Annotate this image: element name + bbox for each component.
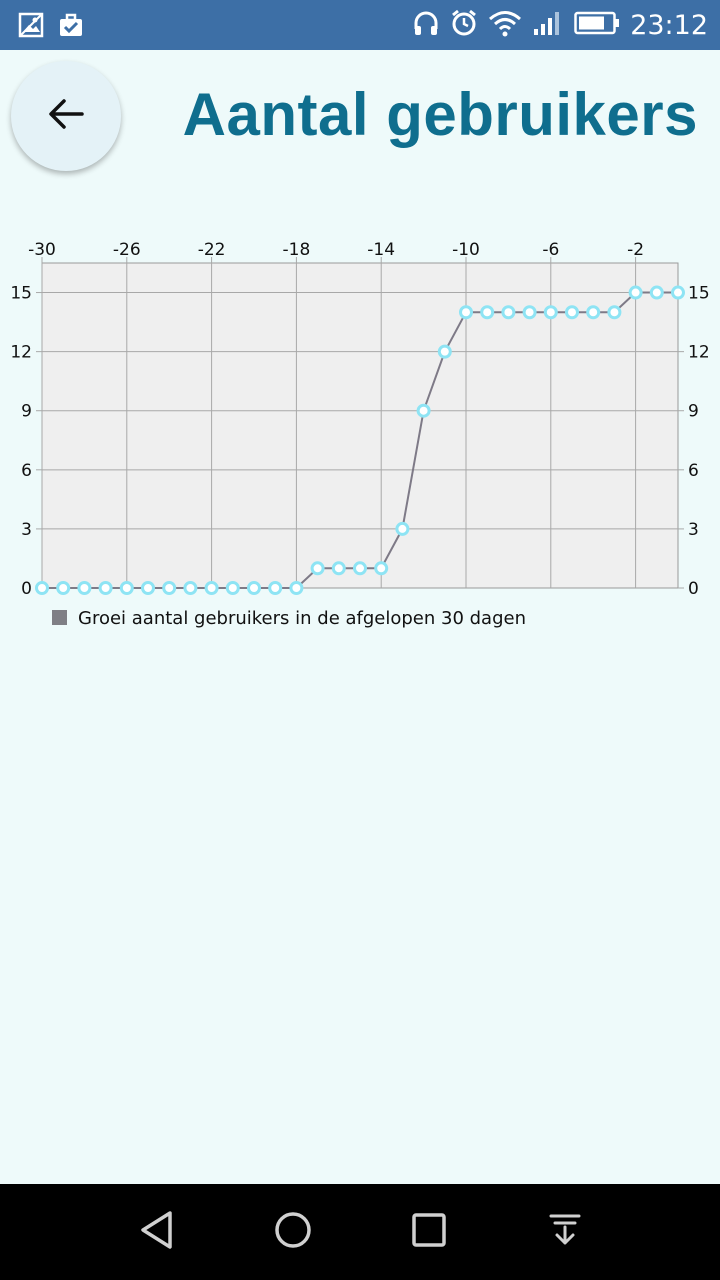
data-point (416, 403, 431, 418)
data-point (543, 305, 558, 320)
y-tick-label-left: 15 (10, 284, 32, 304)
x-tick-label: -18 (283, 240, 311, 260)
data-point (671, 285, 685, 300)
data-point (501, 305, 516, 320)
axis-labels: -30 -26 -22 -18 -14 -10 -6 -2 0 0 3 3 6 6 9 9 12 12 15 15 (10, 240, 709, 599)
data-point (268, 581, 283, 595)
wifi-icon (488, 9, 522, 42)
data-point (586, 305, 601, 320)
arrow-left-icon (46, 94, 86, 139)
y-tick-label-right: 15 (688, 284, 710, 304)
data-point (310, 561, 325, 576)
back-button[interactable] (11, 61, 121, 171)
nav-back-icon (137, 1210, 177, 1255)
data-point (204, 581, 219, 595)
x-tick-label: -2 (627, 240, 644, 260)
status-time: 23:12 (630, 9, 708, 41)
data-point (628, 285, 643, 300)
y-tick-label-right: 9 (688, 402, 699, 422)
y-tick-label-left: 12 (10, 343, 32, 363)
y-tick-label-left: 9 (21, 402, 32, 422)
data-point (225, 581, 240, 595)
gallery-icon (18, 12, 44, 43)
x-tick-label: -6 (542, 240, 559, 260)
data-point (183, 581, 198, 595)
user-growth-chart: -30 -26 -22 -18 -14 -10 -6 -2 0 0 3 3 6 6 9 9 12 12 15 15 G… (0, 225, 720, 645)
data-point (162, 581, 177, 595)
x-tick-label: -22 (198, 240, 226, 260)
signal-icon (532, 9, 564, 42)
y-tick-label-right: 6 (688, 461, 699, 481)
y-tick-label-right: 12 (688, 343, 710, 363)
nav-notification-shade-icon (545, 1210, 585, 1255)
nav-home-icon (273, 1210, 313, 1255)
data-point (119, 581, 134, 595)
data-point (247, 581, 261, 595)
y-tick-label-left: 3 (21, 520, 32, 540)
briefcase-check-icon (58, 12, 84, 43)
nav-recents-button[interactable] (395, 1198, 463, 1266)
data-point (35, 581, 49, 595)
data-point (459, 305, 473, 320)
nav-notification-shade-button[interactable] (531, 1198, 599, 1266)
battery-icon (574, 11, 620, 40)
x-tick-label: -26 (113, 240, 141, 260)
data-point (565, 305, 579, 320)
y-tick-label-right: 3 (688, 520, 699, 540)
data-point (395, 521, 410, 536)
alarm-icon (450, 9, 478, 42)
status-bar: 23:12 (0, 0, 720, 50)
y-tick-label-left: 6 (21, 461, 32, 481)
nav-home-button[interactable] (259, 1198, 327, 1266)
nav-recents-icon (409, 1210, 449, 1255)
data-point (607, 305, 622, 320)
data-point (437, 344, 452, 359)
series-markers (35, 285, 685, 595)
legend-label: Groei aantal gebruikers in de afgelopen … (78, 608, 526, 629)
navigation-bar (0, 1184, 720, 1280)
y-tick-label-right: 0 (688, 579, 699, 599)
data-point (56, 581, 71, 595)
data-point (331, 561, 346, 576)
nav-back-button[interactable] (123, 1198, 191, 1266)
legend-swatch (52, 610, 67, 625)
data-point (374, 561, 389, 576)
page-title: Aantal gebruikers (182, 81, 698, 148)
data-point (649, 285, 664, 300)
x-tick-label: -10 (452, 240, 480, 260)
data-point (289, 581, 304, 595)
x-tick-label: -30 (28, 240, 56, 260)
y-tick-label-left: 0 (21, 579, 32, 599)
chart-svg: -30 -26 -22 -18 -14 -10 -6 -2 0 0 3 3 6 6 9 9 12 12 15 15 G… (10, 240, 709, 629)
data-point (480, 305, 495, 320)
x-tick-label: -14 (367, 240, 395, 260)
data-point (77, 581, 92, 595)
data-point (353, 561, 367, 576)
data-point (522, 305, 537, 320)
data-point (98, 581, 113, 595)
data-point (141, 581, 155, 595)
headphones-icon (412, 9, 440, 42)
